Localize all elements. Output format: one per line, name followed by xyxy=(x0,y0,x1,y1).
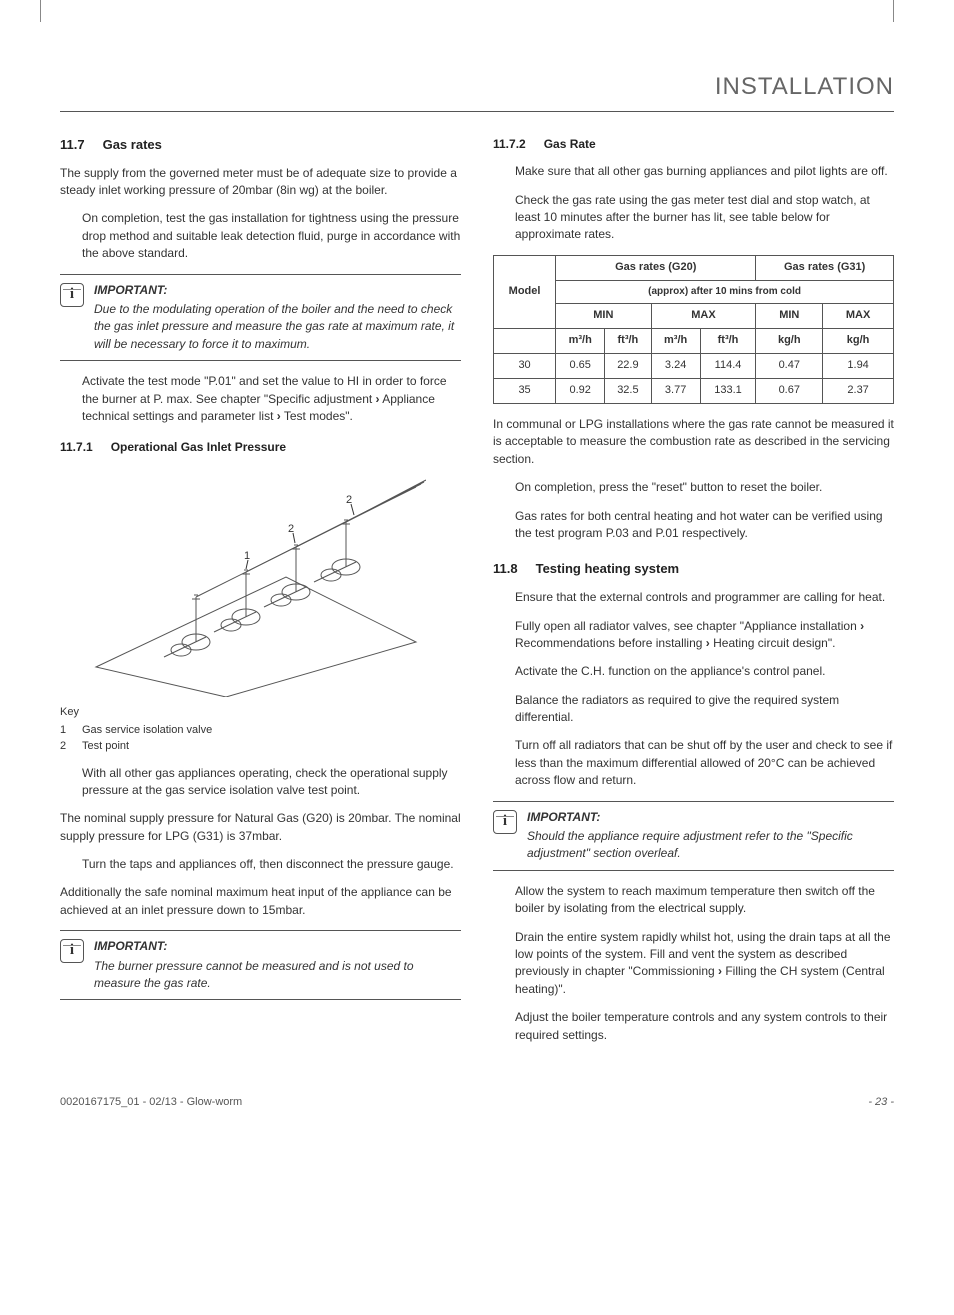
footer-doc-ref: 0020167175_01 - 02/13 - Glow-worm xyxy=(60,1095,242,1111)
th-g20: Gas rates (G20) xyxy=(556,255,756,280)
note-label: IMPORTANT: xyxy=(94,282,461,299)
page-header-title: INSTALLATION xyxy=(60,70,894,105)
header-rule xyxy=(60,111,894,112)
note-label: IMPORTANT: xyxy=(527,809,894,826)
note-body: The burner pressure cannot be measured a… xyxy=(94,959,414,990)
th-unit: ft³/h xyxy=(605,329,651,354)
para: On completion, press the "reset" button … xyxy=(515,479,894,496)
right-column: 11.7.2 Gas Rate Make sure that all other … xyxy=(493,136,894,1055)
table-row: 35 0.92 32.5 3.77 133.1 0.67 2.37 xyxy=(494,379,894,404)
heading-11-8: 11.8 Testing heating system xyxy=(493,560,894,579)
isometric-diagram: 1 2 xyxy=(86,467,426,697)
th-unit: m³/h xyxy=(556,329,605,354)
heading-text: Testing heating system xyxy=(536,561,680,576)
heading-text: Operational Gas Inlet Pressure xyxy=(111,440,286,454)
info-icon: i xyxy=(493,810,517,834)
left-column: 11.7 Gas rates The supply from the govern… xyxy=(60,136,461,1055)
table-row: 30 0.65 22.9 3.24 114.4 0.47 1.94 xyxy=(494,354,894,379)
note-body: Due to the modulating operation of the b… xyxy=(94,302,454,351)
th-unit: ft³/h xyxy=(700,329,756,354)
th-unit: m³/h xyxy=(651,329,700,354)
key-title: Key xyxy=(60,705,461,721)
th-min: MIN xyxy=(756,304,823,329)
heading-num: 11.7.2 xyxy=(493,136,526,153)
th-max: MAX xyxy=(651,304,756,329)
heading-11-7-2: 11.7.2 Gas Rate xyxy=(493,136,894,153)
important-note: i IMPORTANT: Should the appliance requir… xyxy=(493,801,894,871)
info-icon: i xyxy=(60,939,84,963)
heading-text: Gas Rate xyxy=(544,137,596,151)
page-footer: 0020167175_01 - 02/13 - Glow-worm - 23 - xyxy=(60,1095,894,1111)
para: Additionally the safe nominal maximum he… xyxy=(60,884,461,919)
note-label: IMPORTANT: xyxy=(94,938,461,955)
th-max: MAX xyxy=(823,304,894,329)
para: Drain the entire system rapidly whilst h… xyxy=(515,929,894,999)
para: The nominal supply pressure for Natural … xyxy=(60,810,461,845)
para: Ensure that the external controls and pr… xyxy=(515,589,894,606)
para: Make sure that all other gas burning app… xyxy=(515,163,894,180)
content-columns: 11.7 Gas rates The supply from the govern… xyxy=(60,136,894,1055)
info-icon: i xyxy=(60,283,84,307)
para: Check the gas rate using the gas meter t… xyxy=(515,192,894,244)
svg-text:1: 1 xyxy=(244,550,250,562)
heading-11-7: 11.7 Gas rates xyxy=(60,136,461,155)
para: In communal or LPG installations where t… xyxy=(493,416,894,468)
para: Turn off all radiators that can be shut … xyxy=(515,737,894,789)
heading-num: 11.8 xyxy=(493,560,518,579)
crop-marks xyxy=(0,0,954,24)
para: Fully open all radiator valves, see chap… xyxy=(515,618,894,653)
th-min: MIN xyxy=(556,304,651,329)
th-unit: kg/h xyxy=(756,329,823,354)
para: Activate the test mode "P.01" and set th… xyxy=(82,373,461,425)
diagram-key: Key 1Gas service isolation valve 2Test p… xyxy=(60,705,461,755)
para: On completion, test the gas installation… xyxy=(82,210,461,262)
para: The supply from the governed meter must … xyxy=(60,165,461,200)
para: Balance the radiators as required to giv… xyxy=(515,692,894,727)
th-unit xyxy=(494,329,556,354)
important-note: i IMPORTANT: Due to the modulating opera… xyxy=(60,274,461,362)
para: Adjust the boiler temperature controls a… xyxy=(515,1009,894,1044)
th-unit: kg/h xyxy=(823,329,894,354)
th-g31: Gas rates (G31) xyxy=(756,255,894,280)
heading-text: Gas rates xyxy=(103,137,162,152)
gas-rates-table: Model Gas rates (G20) Gas rates (G31) (a… xyxy=(493,255,894,404)
para: Activate the C.H. function on the applia… xyxy=(515,663,894,680)
para: With all other gas appliances operating,… xyxy=(82,765,461,800)
th-model: Model xyxy=(494,255,556,328)
footer-page-number: - 23 - xyxy=(868,1095,894,1111)
important-note: i IMPORTANT: The burner pressure cannot … xyxy=(60,930,461,1000)
heading-11-7-1: 11.7.1 Operational Gas Inlet Pressure xyxy=(60,439,461,456)
para: Gas rates for both central heating and h… xyxy=(515,508,894,543)
heading-num: 11.7.1 xyxy=(60,439,93,456)
para: Allow the system to reach maximum temper… xyxy=(515,883,894,918)
note-body: Should the appliance require adjustment … xyxy=(527,829,853,860)
para: Turn the taps and appliances off, then d… xyxy=(82,856,461,873)
heading-num: 11.7 xyxy=(60,136,85,155)
th-approx: (approx) after 10 mins from cold xyxy=(556,280,894,304)
